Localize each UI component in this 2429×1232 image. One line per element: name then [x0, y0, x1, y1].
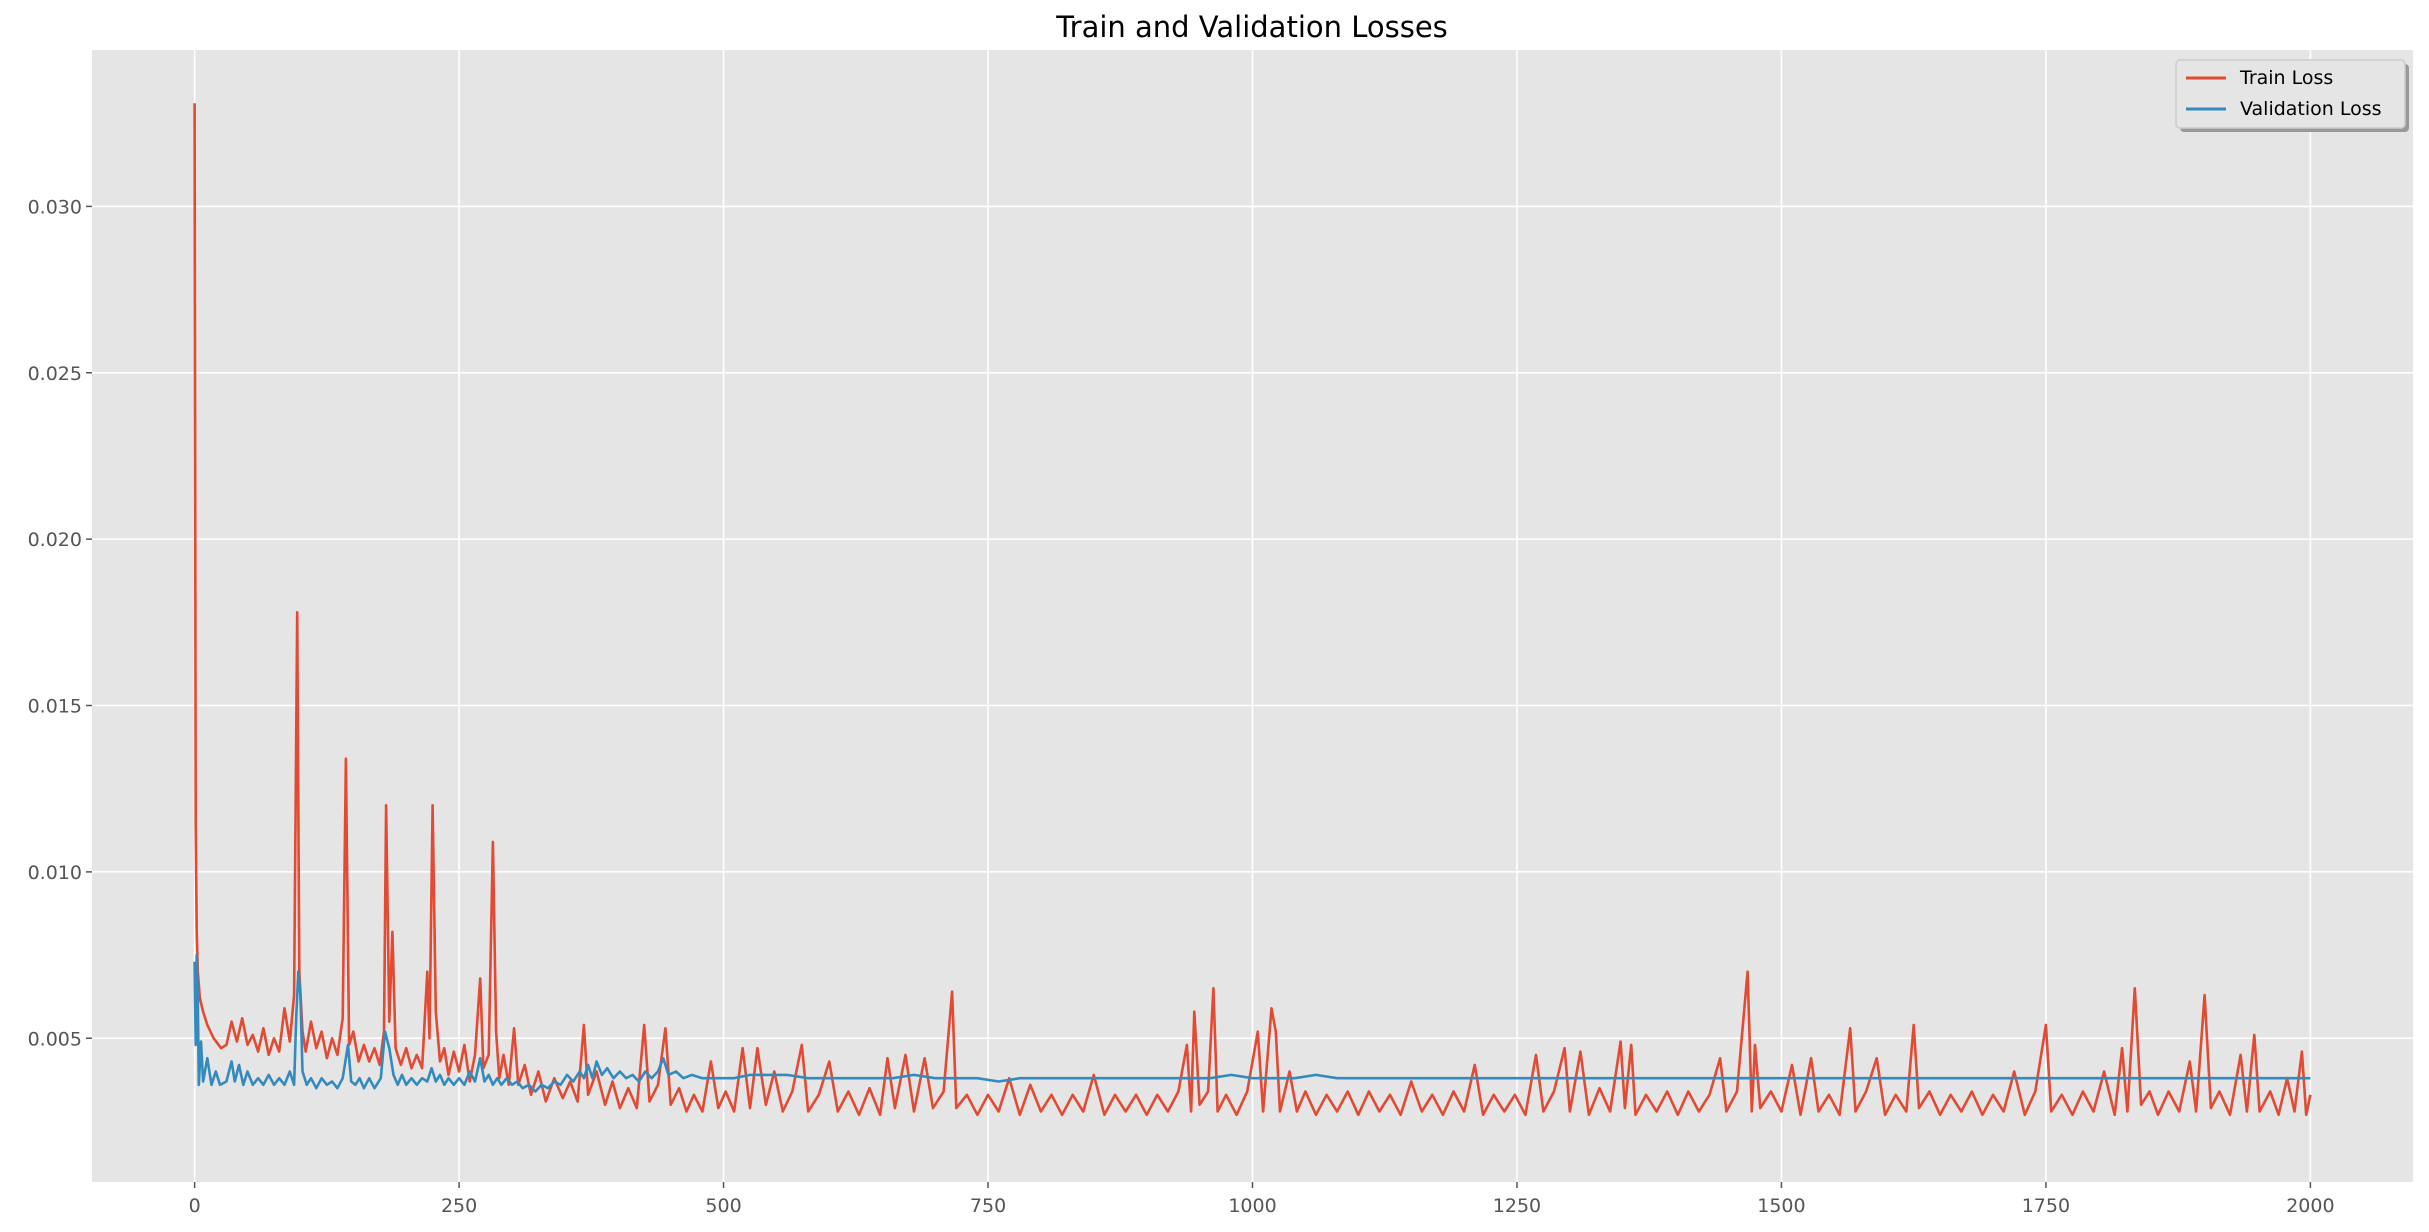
y-tick-label: 0.010 [28, 862, 82, 884]
x-tick-label: 2000 [2286, 1195, 2334, 1217]
y-tick-label: 0.015 [28, 696, 82, 718]
y-tick-label: 0.025 [28, 363, 82, 385]
x-tick-label: 1250 [1493, 1195, 1541, 1217]
series-line-validation-loss [193, 953, 2311, 1093]
y-tick-label: 0.020 [28, 529, 82, 551]
x-tick-label: 500 [705, 1195, 741, 1217]
grid-lines [92, 50, 2413, 1182]
legend-label-train-loss: Train Loss [2239, 67, 2333, 89]
x-tick-label: 1750 [2022, 1195, 2070, 1217]
y-tick-label: 0.030 [28, 196, 82, 218]
series-layer [193, 103, 2312, 1117]
legend-box [2175, 59, 2406, 129]
legend: Train Loss Validation Loss [2175, 59, 2409, 132]
x-tick-label: 250 [441, 1195, 477, 1217]
x-axis: 0 250 500 750 1000 1250 1500 1750 2000 [189, 1182, 2335, 1217]
x-tick-label: 0 [189, 1195, 201, 1217]
y-tick-label: 0.005 [28, 1028, 82, 1050]
x-tick-label: 1500 [1757, 1195, 1805, 1217]
x-tick-label: 750 [970, 1195, 1006, 1217]
x-tick-label: 1000 [1228, 1195, 1276, 1217]
chart-title: Train and Validation Losses [1055, 10, 1448, 44]
series-line-train-loss [193, 103, 2312, 1117]
y-axis: 0.005 0.010 0.015 0.020 0.025 0.030 [28, 196, 92, 1050]
legend-label-validation-loss: Validation Loss [2240, 98, 2382, 120]
